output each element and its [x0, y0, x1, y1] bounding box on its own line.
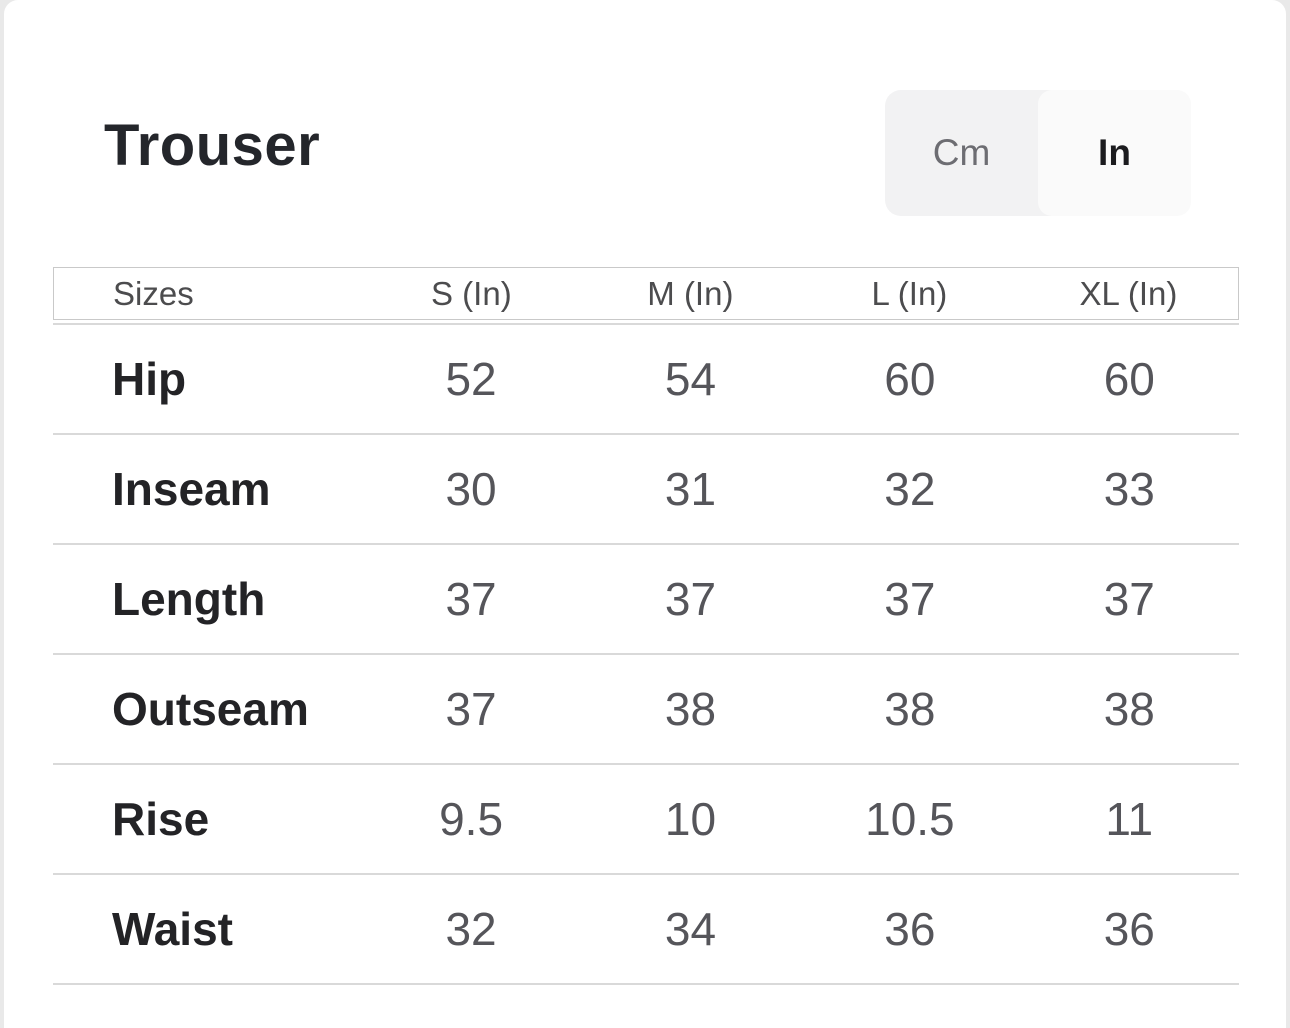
- row-label: Length: [112, 573, 266, 625]
- row-label: Outseam: [112, 683, 309, 735]
- row-value: 37: [1103, 573, 1155, 625]
- row-value: 52: [445, 353, 497, 405]
- row-value: 54: [664, 353, 717, 405]
- row-value: 33: [1103, 463, 1155, 515]
- size-table: Sizes S (In) M (In) L (In) XL (In) Hip 5…: [53, 267, 1239, 985]
- table-row: Hip 52 54 60 60: [53, 325, 1239, 435]
- row-value: 10: [664, 793, 717, 845]
- row-value: 38: [884, 683, 936, 735]
- header-size-xl: XL (In): [1079, 274, 1178, 312]
- row-value: 60: [1103, 353, 1155, 405]
- row-value: 34: [664, 903, 717, 955]
- row-label: Inseam: [112, 463, 271, 515]
- header-size-l: L (In): [871, 274, 948, 312]
- table-row: Inseam 30 31 32 33: [53, 435, 1239, 545]
- row-label: Rise: [112, 793, 210, 845]
- row-value: 11: [1105, 793, 1154, 845]
- size-chart-panel: Trouser Cm In Sizes S (In) M (In) L (In)…: [4, 0, 1286, 1028]
- header-sizes: Sizes: [113, 274, 194, 312]
- row-label: Waist: [112, 903, 233, 955]
- unit-toggle-in-button[interactable]: In: [1038, 90, 1191, 216]
- unit-toggle-cm-button[interactable]: Cm: [885, 90, 1038, 216]
- row-value: 32: [884, 463, 936, 515]
- row-value: 36: [1103, 903, 1155, 955]
- table-row: Waist 32 34 36 36: [53, 875, 1239, 985]
- size-table-body: Hip 52 54 60 60 Inseam 30 31 32 33 Lengt…: [53, 323, 1239, 985]
- row-label: Hip: [112, 353, 187, 405]
- row-value: 31: [664, 463, 717, 515]
- table-row: Length 37 37 37 37: [53, 545, 1239, 655]
- size-table-header-row: Sizes S (In) M (In) L (In) XL (In): [53, 267, 1239, 320]
- table-row: Rise 9.5 10 10.5 11: [53, 765, 1239, 875]
- row-value: 37: [445, 683, 497, 735]
- row-value: 10.5: [865, 793, 955, 845]
- row-value: 37: [445, 573, 497, 625]
- row-value: 32: [445, 903, 497, 955]
- row-value: 9.5: [439, 793, 504, 845]
- table-row: Outseam 37 38 38 38: [53, 655, 1239, 765]
- row-value: 60: [884, 353, 936, 405]
- row-value: 30: [445, 463, 497, 515]
- unit-toggle[interactable]: Cm In: [885, 90, 1191, 216]
- row-value: 38: [664, 683, 717, 735]
- row-value: 37: [884, 573, 936, 625]
- row-value: 37: [664, 573, 717, 625]
- header-size-m: M (In): [647, 274, 734, 312]
- header-size-s: S (In): [431, 274, 512, 312]
- page-title: Trouser: [104, 113, 321, 178]
- row-value: 36: [884, 903, 936, 955]
- row-value: 38: [1103, 683, 1155, 735]
